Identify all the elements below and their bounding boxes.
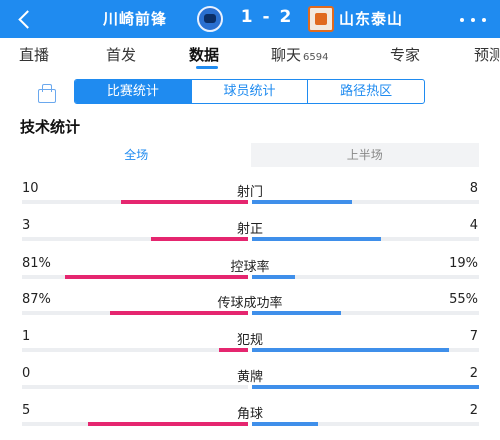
stat-row-shots-on-target: 3 射正 4 (0, 218, 500, 254)
away-track (252, 348, 479, 352)
away-value: 2 (469, 403, 478, 418)
subtab-player-stats[interactable]: 球员统计 (192, 80, 309, 103)
period-toggle: 全场 上半场 (22, 143, 479, 167)
stat-name: 控球率 (230, 260, 270, 275)
away-track (252, 311, 479, 315)
away-value: 8 (469, 181, 478, 196)
away-track (252, 275, 479, 279)
tab-data[interactable]: 数据 (189, 46, 220, 64)
match-header: 川崎前锋 1 - 2 山东泰山 (0, 0, 500, 38)
home-track (22, 200, 248, 204)
stat-row-yellow-cards: 0 黄牌 2 (0, 366, 500, 402)
tab-chat[interactable]: 聊天 6594 (271, 44, 328, 65)
away-bar (252, 422, 318, 426)
section-title: 技术统计 (20, 118, 81, 136)
stat-name: 犯规 (236, 333, 263, 348)
home-team-name[interactable]: 川崎前锋 (103, 10, 168, 28)
away-track (252, 237, 479, 241)
stat-name: 传球成功率 (217, 296, 283, 311)
stats-subtabs: 比赛统计 球员统计 路径热区 (74, 79, 425, 104)
away-bar (252, 311, 341, 315)
away-track (252, 200, 479, 204)
home-bar (150, 237, 248, 241)
stat-name: 角球 (236, 407, 263, 422)
home-track (22, 422, 248, 426)
home-value: 87% (22, 292, 51, 307)
tab-experts[interactable]: 专家 (390, 46, 421, 64)
away-value: 19% (449, 256, 478, 271)
home-track (22, 385, 248, 389)
more-options-icon[interactable] (458, 8, 488, 30)
share-icon[interactable] (36, 84, 58, 103)
back-arrow-icon[interactable] (12, 6, 38, 32)
away-value: 55% (449, 292, 478, 307)
home-bar (121, 200, 248, 204)
subtab-match-stats[interactable]: 比赛统计 (75, 80, 192, 103)
stat-row-fouls: 1 犯规 7 (0, 329, 500, 365)
away-team-logo-icon[interactable] (308, 6, 334, 32)
home-bar (218, 348, 248, 352)
stat-name: 射正 (236, 222, 263, 237)
away-bar (252, 348, 450, 352)
home-track (22, 275, 248, 279)
away-track (252, 422, 479, 426)
away-bar (252, 237, 382, 241)
home-bar (110, 311, 248, 315)
home-value: 0 (22, 366, 31, 381)
tab-predict[interactable]: 预测 (474, 46, 500, 64)
home-bar (64, 275, 248, 279)
home-team-logo-icon[interactable] (197, 6, 223, 32)
away-team-name[interactable]: 山东泰山 (339, 10, 404, 28)
home-value: 3 (22, 218, 31, 233)
stat-row-possession: 81% 控球率 19% (0, 256, 500, 292)
home-value: 1 (22, 329, 31, 344)
home-track (22, 311, 248, 315)
stat-name: 射门 (236, 185, 263, 200)
tab-chat-label: 聊天 (271, 46, 302, 64)
away-bar (252, 385, 479, 389)
home-value: 5 (22, 403, 31, 418)
away-value: 4 (469, 218, 478, 233)
period-full-match[interactable]: 全场 (22, 143, 251, 167)
away-track (252, 385, 479, 389)
active-tab-indicator (196, 66, 218, 69)
stat-row-corners: 5 角球 2 (0, 403, 500, 439)
period-first-half[interactable]: 上半场 (250, 143, 479, 167)
chat-count: 6594 (303, 52, 329, 63)
tab-lineup[interactable]: 首发 (106, 46, 137, 64)
home-value: 10 (22, 181, 39, 196)
stat-row-pass-accuracy: 87% 传球成功率 55% (0, 292, 500, 328)
stat-row-shots: 10 射门 8 (0, 181, 500, 217)
main-tabs: 直播 首发 数据 聊天 6594 专家 预测 (0, 38, 500, 70)
away-bar (252, 200, 352, 204)
subtab-heatmap[interactable]: 路径热区 (340, 84, 393, 99)
home-track (22, 348, 248, 352)
match-score: 1 - 2 (240, 7, 294, 27)
away-bar (252, 275, 296, 279)
home-bar (87, 422, 248, 426)
stat-name: 黄牌 (236, 370, 263, 385)
away-value: 2 (469, 366, 478, 381)
home-value: 81% (22, 256, 51, 271)
away-value: 7 (469, 329, 478, 344)
home-track (22, 237, 248, 241)
tab-live[interactable]: 直播 (19, 46, 50, 64)
